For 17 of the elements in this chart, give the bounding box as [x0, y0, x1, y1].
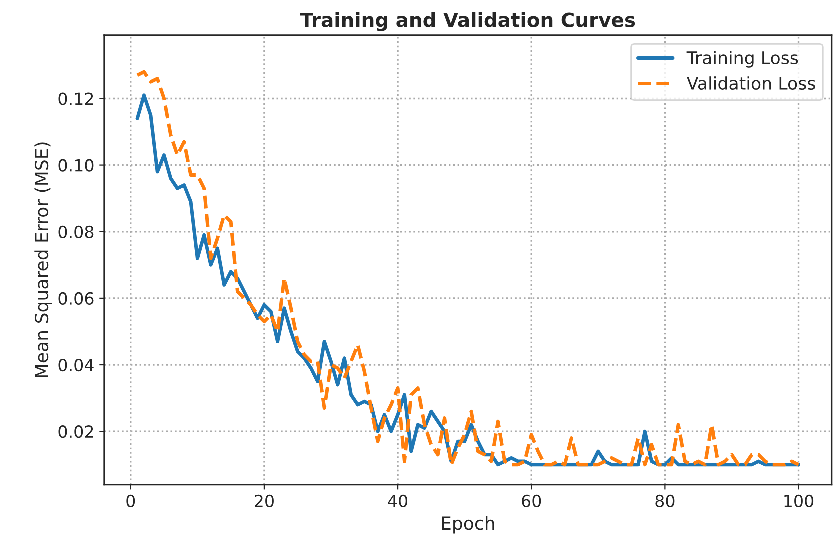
y-axis-title: Mean Squared Error (MSE) — [34, 142, 52, 378]
x-tick-label: 20 — [255, 494, 274, 508]
x-tick-label: 100 — [784, 494, 814, 508]
y-tick-label: 0.06 — [58, 292, 94, 306]
y-tick-label: 0.10 — [58, 159, 94, 172]
x-tick-label: 40 — [388, 494, 408, 508]
y-tick-label: 0.12 — [58, 92, 94, 106]
y-tick-label: 0.02 — [58, 426, 94, 438]
x-tick-label: 80 — [656, 494, 675, 508]
x-tick-label: 0 — [126, 494, 136, 508]
x-axis-title: Epoch — [442, 516, 494, 534]
y-tick-label: 0.04 — [58, 358, 94, 372]
x-tick-label: 60 — [522, 494, 542, 508]
legend-label: Validation Loss — [687, 76, 816, 90]
chart-title: Training and Validation Curves — [300, 12, 636, 32]
legend-label: Training Loss — [686, 51, 798, 68]
y-tick-label: 0.08 — [58, 226, 94, 238]
